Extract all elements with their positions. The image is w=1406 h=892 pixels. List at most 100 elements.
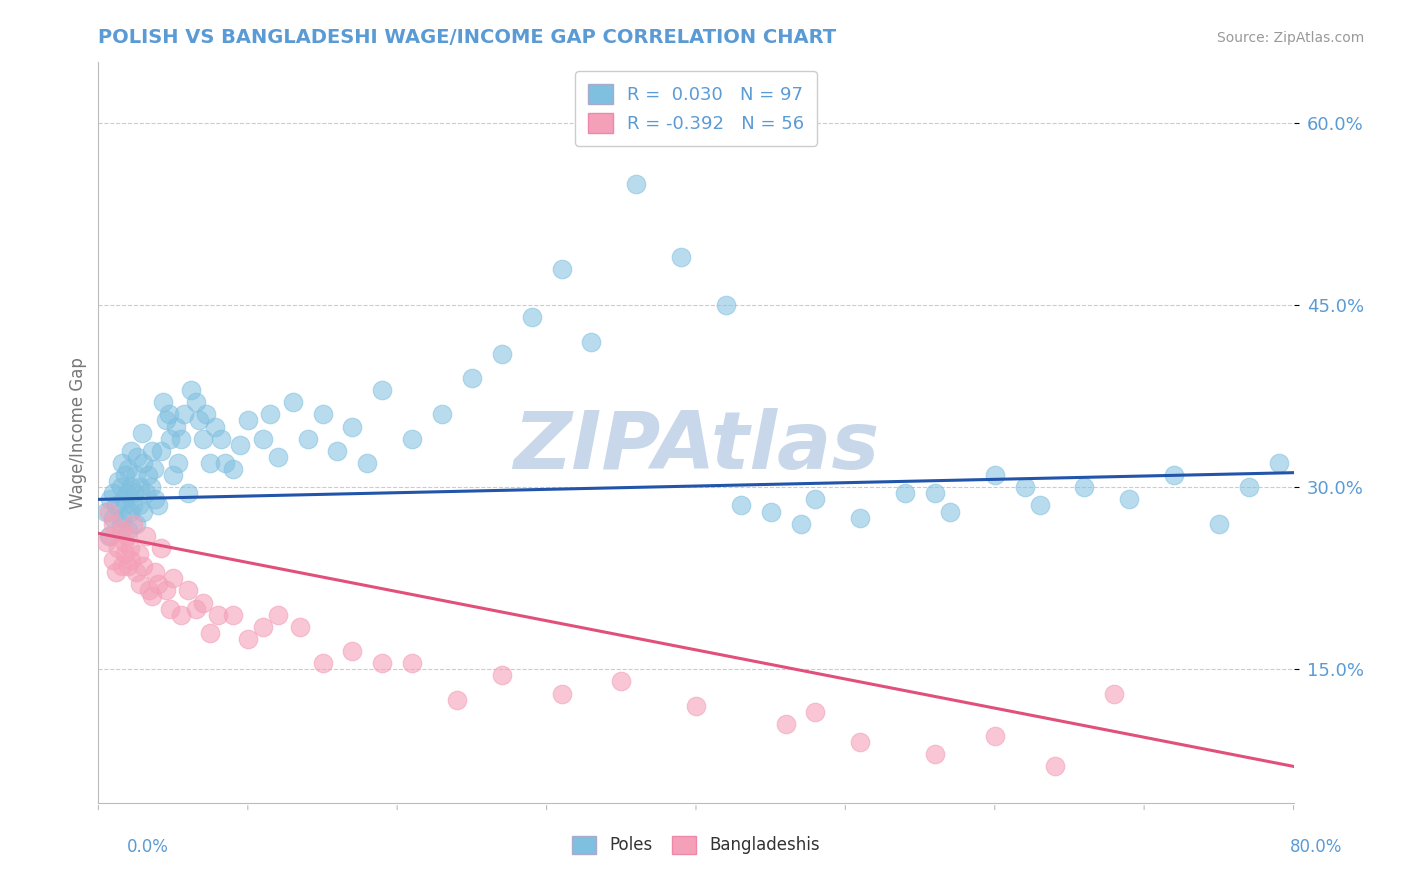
Point — [326, 443, 349, 458]
Point — [152, 395, 174, 409]
Point — [111, 510, 134, 524]
Point — [849, 735, 872, 749]
Point — [148, 499, 170, 513]
Point — [124, 486, 146, 500]
Point — [311, 657, 333, 671]
Point — [114, 499, 136, 513]
Point — [112, 534, 135, 549]
Point — [115, 486, 138, 500]
Point — [281, 395, 304, 409]
Text: 80.0%: 80.0% — [1291, 838, 1343, 855]
Point — [1104, 687, 1126, 701]
Point — [626, 177, 648, 191]
Point — [127, 450, 149, 464]
Point — [267, 450, 290, 464]
Point — [371, 383, 394, 397]
Point — [184, 601, 207, 615]
Point — [117, 462, 139, 476]
Text: 0.0%: 0.0% — [127, 838, 169, 855]
Point — [939, 504, 962, 518]
Point — [132, 504, 155, 518]
Point — [120, 443, 142, 458]
Point — [894, 486, 917, 500]
Point — [159, 432, 181, 446]
Text: POLISH VS BANGLADESHI WAGE/INCOME GAP CORRELATION CHART: POLISH VS BANGLADESHI WAGE/INCOME GAP CO… — [98, 28, 837, 47]
Point — [669, 250, 692, 264]
Point — [1163, 468, 1185, 483]
Point — [150, 541, 173, 555]
Point — [209, 432, 232, 446]
Point — [162, 468, 184, 483]
Point — [184, 395, 207, 409]
Point — [222, 462, 245, 476]
Point — [97, 529, 120, 543]
Point — [141, 590, 163, 604]
Point — [136, 468, 159, 483]
Point — [105, 565, 128, 579]
Point — [118, 541, 141, 555]
Point — [169, 607, 191, 622]
Point — [125, 516, 148, 531]
Y-axis label: Wage/Income Gap: Wage/Income Gap — [69, 357, 87, 508]
Point — [550, 261, 572, 276]
Point — [157, 408, 180, 422]
Point — [730, 499, 752, 513]
Point — [849, 510, 872, 524]
Point — [222, 607, 245, 622]
Point — [94, 504, 117, 518]
Point — [550, 687, 572, 701]
Point — [1267, 456, 1289, 470]
Point — [121, 499, 143, 513]
Point — [1237, 480, 1260, 494]
Point — [165, 419, 187, 434]
Point — [125, 468, 148, 483]
Point — [112, 492, 135, 507]
Point — [111, 559, 134, 574]
Point — [155, 413, 177, 427]
Point — [117, 559, 139, 574]
Point — [166, 456, 188, 470]
Point — [128, 547, 150, 561]
Point — [142, 462, 165, 476]
Point — [342, 419, 364, 434]
Point — [520, 310, 543, 325]
Point — [105, 499, 128, 513]
Point — [401, 657, 423, 671]
Point — [177, 486, 200, 500]
Point — [200, 456, 222, 470]
Point — [191, 432, 214, 446]
Point — [371, 657, 394, 671]
Point — [1208, 516, 1230, 531]
Point — [252, 620, 274, 634]
Point — [169, 432, 191, 446]
Point — [267, 607, 290, 622]
Point — [173, 408, 195, 422]
Point — [229, 438, 252, 452]
Point — [118, 504, 141, 518]
Point — [1118, 492, 1140, 507]
Point — [491, 347, 513, 361]
Point — [150, 443, 173, 458]
Point — [135, 529, 157, 543]
Point — [311, 408, 333, 422]
Point — [129, 577, 152, 591]
Point — [143, 492, 166, 507]
Point — [461, 371, 484, 385]
Point — [204, 419, 226, 434]
Point — [685, 698, 707, 713]
Point — [1028, 499, 1050, 513]
Point — [111, 456, 134, 470]
Point — [129, 480, 152, 494]
Point — [180, 383, 202, 397]
Point — [125, 565, 148, 579]
Point — [110, 480, 132, 494]
Point — [288, 620, 311, 634]
Point — [214, 456, 236, 470]
Point — [117, 523, 139, 537]
Point — [139, 480, 162, 494]
Point — [148, 577, 170, 591]
Point — [120, 480, 142, 494]
Point — [155, 583, 177, 598]
Point — [356, 456, 378, 470]
Point — [491, 668, 513, 682]
